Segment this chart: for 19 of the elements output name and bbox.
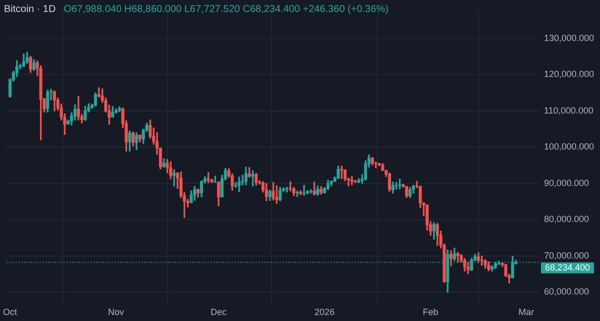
x-tick-label: 2026 xyxy=(314,307,335,318)
y-tick-label: 80,000.000 xyxy=(544,214,589,224)
x-tick-label: Oct xyxy=(3,307,18,318)
candlestick xyxy=(285,186,288,192)
y-tick-label: 120,000.000 xyxy=(544,69,594,80)
y-tick-label: 110,000.000 xyxy=(544,105,594,116)
y-tick-label: 90,000.000 xyxy=(544,178,589,188)
y-tick-label: 60,000.000 xyxy=(544,286,589,297)
chart-title: Bitcoin · 1D xyxy=(4,4,56,15)
annotation: O67,988.040 H68,860.000 L67,727.520 C68,234.400 +246.360 (+0.36%) xyxy=(64,4,388,15)
x-tick-label: Mar xyxy=(518,307,534,318)
candlestick xyxy=(302,184,306,196)
x-tick-label: Nov xyxy=(108,307,125,318)
y-tick-label: 100,000.000 xyxy=(544,142,594,152)
y-tick-label: 130,000.000 xyxy=(544,32,594,43)
ref-line-label: 68,234.400 xyxy=(544,262,590,272)
x-tick-label: Dec xyxy=(210,307,228,318)
x-tick-label: Feb xyxy=(422,307,438,318)
y-tick-label: 70,000.000 xyxy=(544,250,589,260)
